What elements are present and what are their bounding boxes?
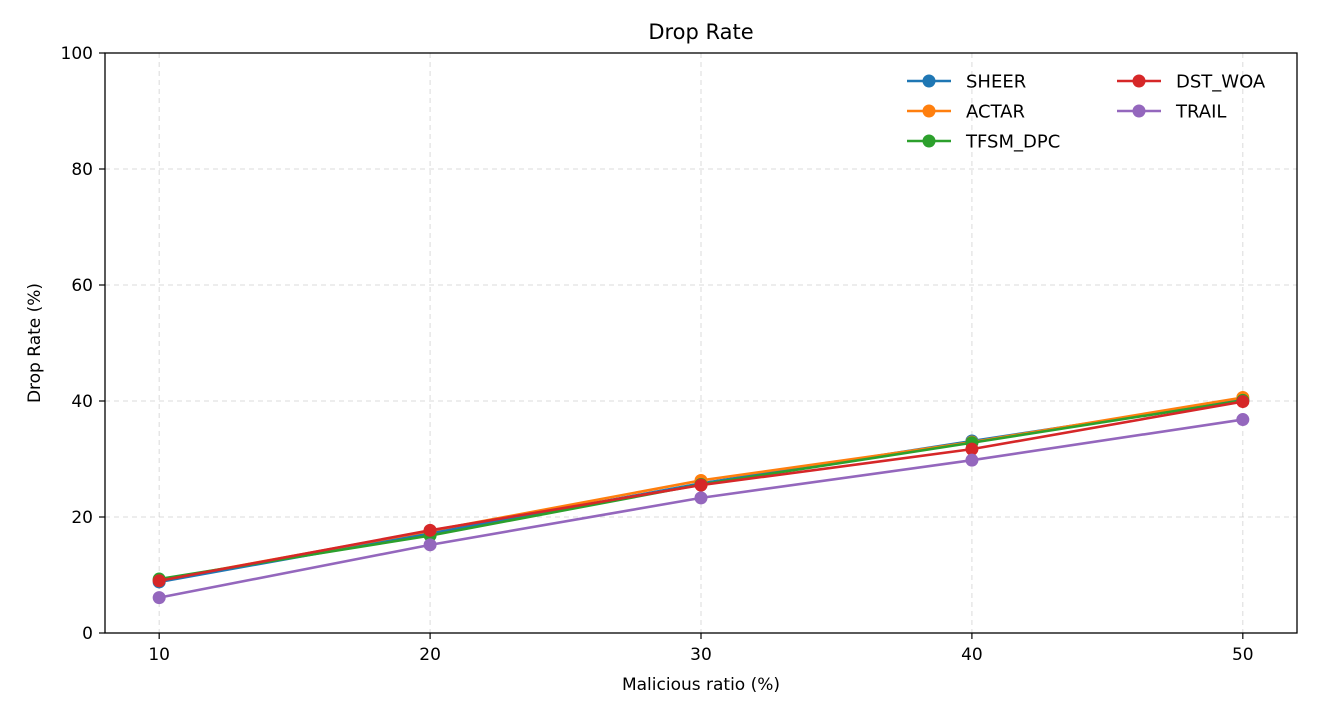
legend-label: SHEER <box>966 72 1026 93</box>
y-axis-ticks: 0 20 40 60 80 100 <box>61 44 105 644</box>
legend-label: DST_WOA <box>1176 72 1266 93</box>
legend-marker <box>1132 104 1146 118</box>
data-point <box>694 491 708 505</box>
y-tick-label: 100 <box>61 44 93 64</box>
y-tick-label: 40 <box>71 392 93 412</box>
y-tick-label: 80 <box>71 160 93 180</box>
legend: SHEER ACTAR TFSM_DPC DST_WOA TRAIL <box>907 72 1266 153</box>
legend-marker <box>922 74 936 88</box>
legend-marker <box>922 104 936 118</box>
legend-marker <box>1132 74 1146 88</box>
legend-label: TRAIL <box>1175 102 1226 123</box>
legend-item: ACTAR <box>907 102 1025 123</box>
grid <box>105 53 1297 633</box>
legend-item: TRAIL <box>1117 102 1226 123</box>
x-tick-label: 30 <box>690 645 712 665</box>
legend-label: ACTAR <box>966 102 1025 123</box>
x-tick-label: 20 <box>419 645 441 665</box>
legend-label: TFSM_DPC <box>965 132 1060 153</box>
legend-marker <box>922 134 936 148</box>
legend-item: TFSM_DPC <box>907 132 1060 153</box>
series-dst-woa <box>152 395 1250 588</box>
data-point <box>1236 413 1250 427</box>
series-layer <box>152 391 1250 605</box>
legend-item: DST_WOA <box>1117 72 1266 93</box>
x-tick-label: 10 <box>148 645 170 665</box>
x-tick-label: 50 <box>1232 645 1254 665</box>
data-point <box>152 591 166 605</box>
y-tick-label: 0 <box>82 624 93 644</box>
data-point <box>965 453 979 467</box>
data-point <box>694 478 708 492</box>
legend-item: SHEER <box>907 72 1026 93</box>
x-axis-label: Malicious ratio (%) <box>622 675 780 695</box>
data-point <box>965 442 979 456</box>
chart-title: Drop Rate <box>648 20 753 44</box>
series-trail <box>152 413 1250 605</box>
x-axis-ticks: 10 20 30 40 50 <box>148 633 1254 665</box>
y-tick-label: 20 <box>71 508 93 528</box>
data-point <box>152 574 166 588</box>
data-point <box>423 523 437 537</box>
data-point <box>423 538 437 552</box>
y-axis-label: Drop Rate (%) <box>25 283 45 403</box>
data-point <box>1236 395 1250 409</box>
y-tick-label: 60 <box>71 276 93 296</box>
x-tick-label: 40 <box>961 645 983 665</box>
